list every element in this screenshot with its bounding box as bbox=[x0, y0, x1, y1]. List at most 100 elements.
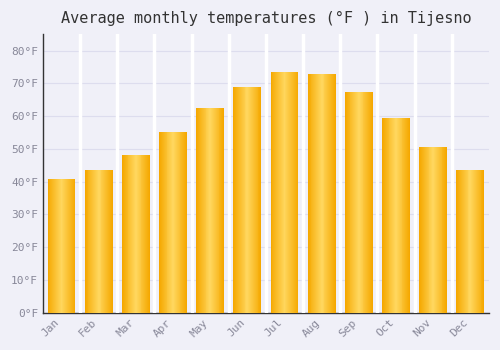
Bar bbox=[275, 72, 276, 313]
Bar bbox=[432, 147, 433, 313]
Bar bbox=[422, 147, 423, 313]
Bar bbox=[172, 133, 173, 313]
Bar bbox=[251, 87, 252, 313]
Bar bbox=[472, 170, 473, 313]
Bar bbox=[90, 170, 92, 313]
Bar bbox=[57, 179, 58, 313]
Bar bbox=[208, 108, 210, 313]
Bar bbox=[222, 108, 223, 313]
Bar bbox=[60, 179, 62, 313]
Bar bbox=[278, 72, 279, 313]
Bar bbox=[474, 170, 475, 313]
Bar bbox=[284, 72, 286, 313]
Bar bbox=[428, 147, 430, 313]
Bar bbox=[326, 74, 327, 313]
Bar bbox=[319, 74, 320, 313]
Bar bbox=[478, 170, 480, 313]
Bar bbox=[471, 170, 472, 313]
Bar bbox=[48, 179, 50, 313]
Bar bbox=[390, 118, 392, 313]
Bar bbox=[220, 108, 222, 313]
Bar bbox=[132, 155, 133, 313]
Bar bbox=[62, 179, 64, 313]
Bar bbox=[466, 170, 468, 313]
Bar bbox=[320, 74, 322, 313]
Bar bbox=[388, 118, 390, 313]
Bar bbox=[317, 74, 318, 313]
Bar bbox=[126, 155, 128, 313]
Bar bbox=[74, 179, 76, 313]
Bar bbox=[397, 118, 398, 313]
Bar bbox=[234, 87, 236, 313]
Bar bbox=[142, 155, 144, 313]
Bar bbox=[270, 72, 272, 313]
Bar bbox=[180, 133, 182, 313]
Bar bbox=[145, 155, 146, 313]
Bar bbox=[296, 72, 298, 313]
Bar bbox=[128, 155, 130, 313]
Bar bbox=[148, 155, 149, 313]
Bar bbox=[248, 87, 249, 313]
Bar bbox=[276, 72, 277, 313]
Bar bbox=[436, 147, 437, 313]
Bar bbox=[146, 155, 147, 313]
Bar bbox=[424, 147, 425, 313]
Bar bbox=[289, 72, 290, 313]
Bar bbox=[173, 133, 174, 313]
Bar bbox=[197, 108, 198, 313]
Bar bbox=[67, 179, 68, 313]
Bar bbox=[446, 147, 447, 313]
Bar bbox=[178, 133, 180, 313]
Bar bbox=[182, 133, 184, 313]
Bar bbox=[332, 74, 333, 313]
Bar bbox=[286, 72, 288, 313]
Bar bbox=[355, 92, 356, 313]
Bar bbox=[100, 170, 102, 313]
Bar bbox=[102, 170, 104, 313]
Bar bbox=[359, 92, 360, 313]
Bar bbox=[58, 179, 59, 313]
Bar bbox=[166, 133, 168, 313]
Bar bbox=[92, 170, 93, 313]
Bar bbox=[111, 170, 112, 313]
Bar bbox=[94, 170, 95, 313]
Bar bbox=[210, 108, 211, 313]
Bar bbox=[420, 147, 421, 313]
Bar bbox=[240, 87, 241, 313]
Bar bbox=[218, 108, 220, 313]
Bar bbox=[131, 155, 132, 313]
Bar bbox=[445, 147, 446, 313]
Bar bbox=[460, 170, 461, 313]
Bar bbox=[369, 92, 370, 313]
Bar bbox=[223, 108, 224, 313]
Bar bbox=[241, 87, 242, 313]
Bar bbox=[244, 87, 246, 313]
Bar bbox=[392, 118, 393, 313]
Bar bbox=[160, 133, 161, 313]
Bar bbox=[86, 170, 88, 313]
Bar bbox=[202, 108, 203, 313]
Bar bbox=[314, 74, 315, 313]
Bar bbox=[147, 155, 148, 313]
Bar bbox=[95, 170, 96, 313]
Bar bbox=[328, 74, 329, 313]
Bar bbox=[255, 87, 256, 313]
Bar bbox=[476, 170, 477, 313]
Bar bbox=[385, 118, 386, 313]
Bar bbox=[249, 87, 250, 313]
Bar bbox=[138, 155, 140, 313]
Bar bbox=[384, 118, 385, 313]
Bar bbox=[425, 147, 426, 313]
Bar bbox=[272, 72, 274, 313]
Bar bbox=[277, 72, 278, 313]
Bar bbox=[170, 133, 171, 313]
Bar bbox=[398, 118, 399, 313]
Bar bbox=[288, 72, 289, 313]
Bar bbox=[480, 170, 482, 313]
Bar bbox=[186, 133, 187, 313]
Bar bbox=[124, 155, 126, 313]
Bar bbox=[174, 133, 175, 313]
Bar bbox=[133, 155, 134, 313]
Bar bbox=[408, 118, 409, 313]
Bar bbox=[468, 170, 469, 313]
